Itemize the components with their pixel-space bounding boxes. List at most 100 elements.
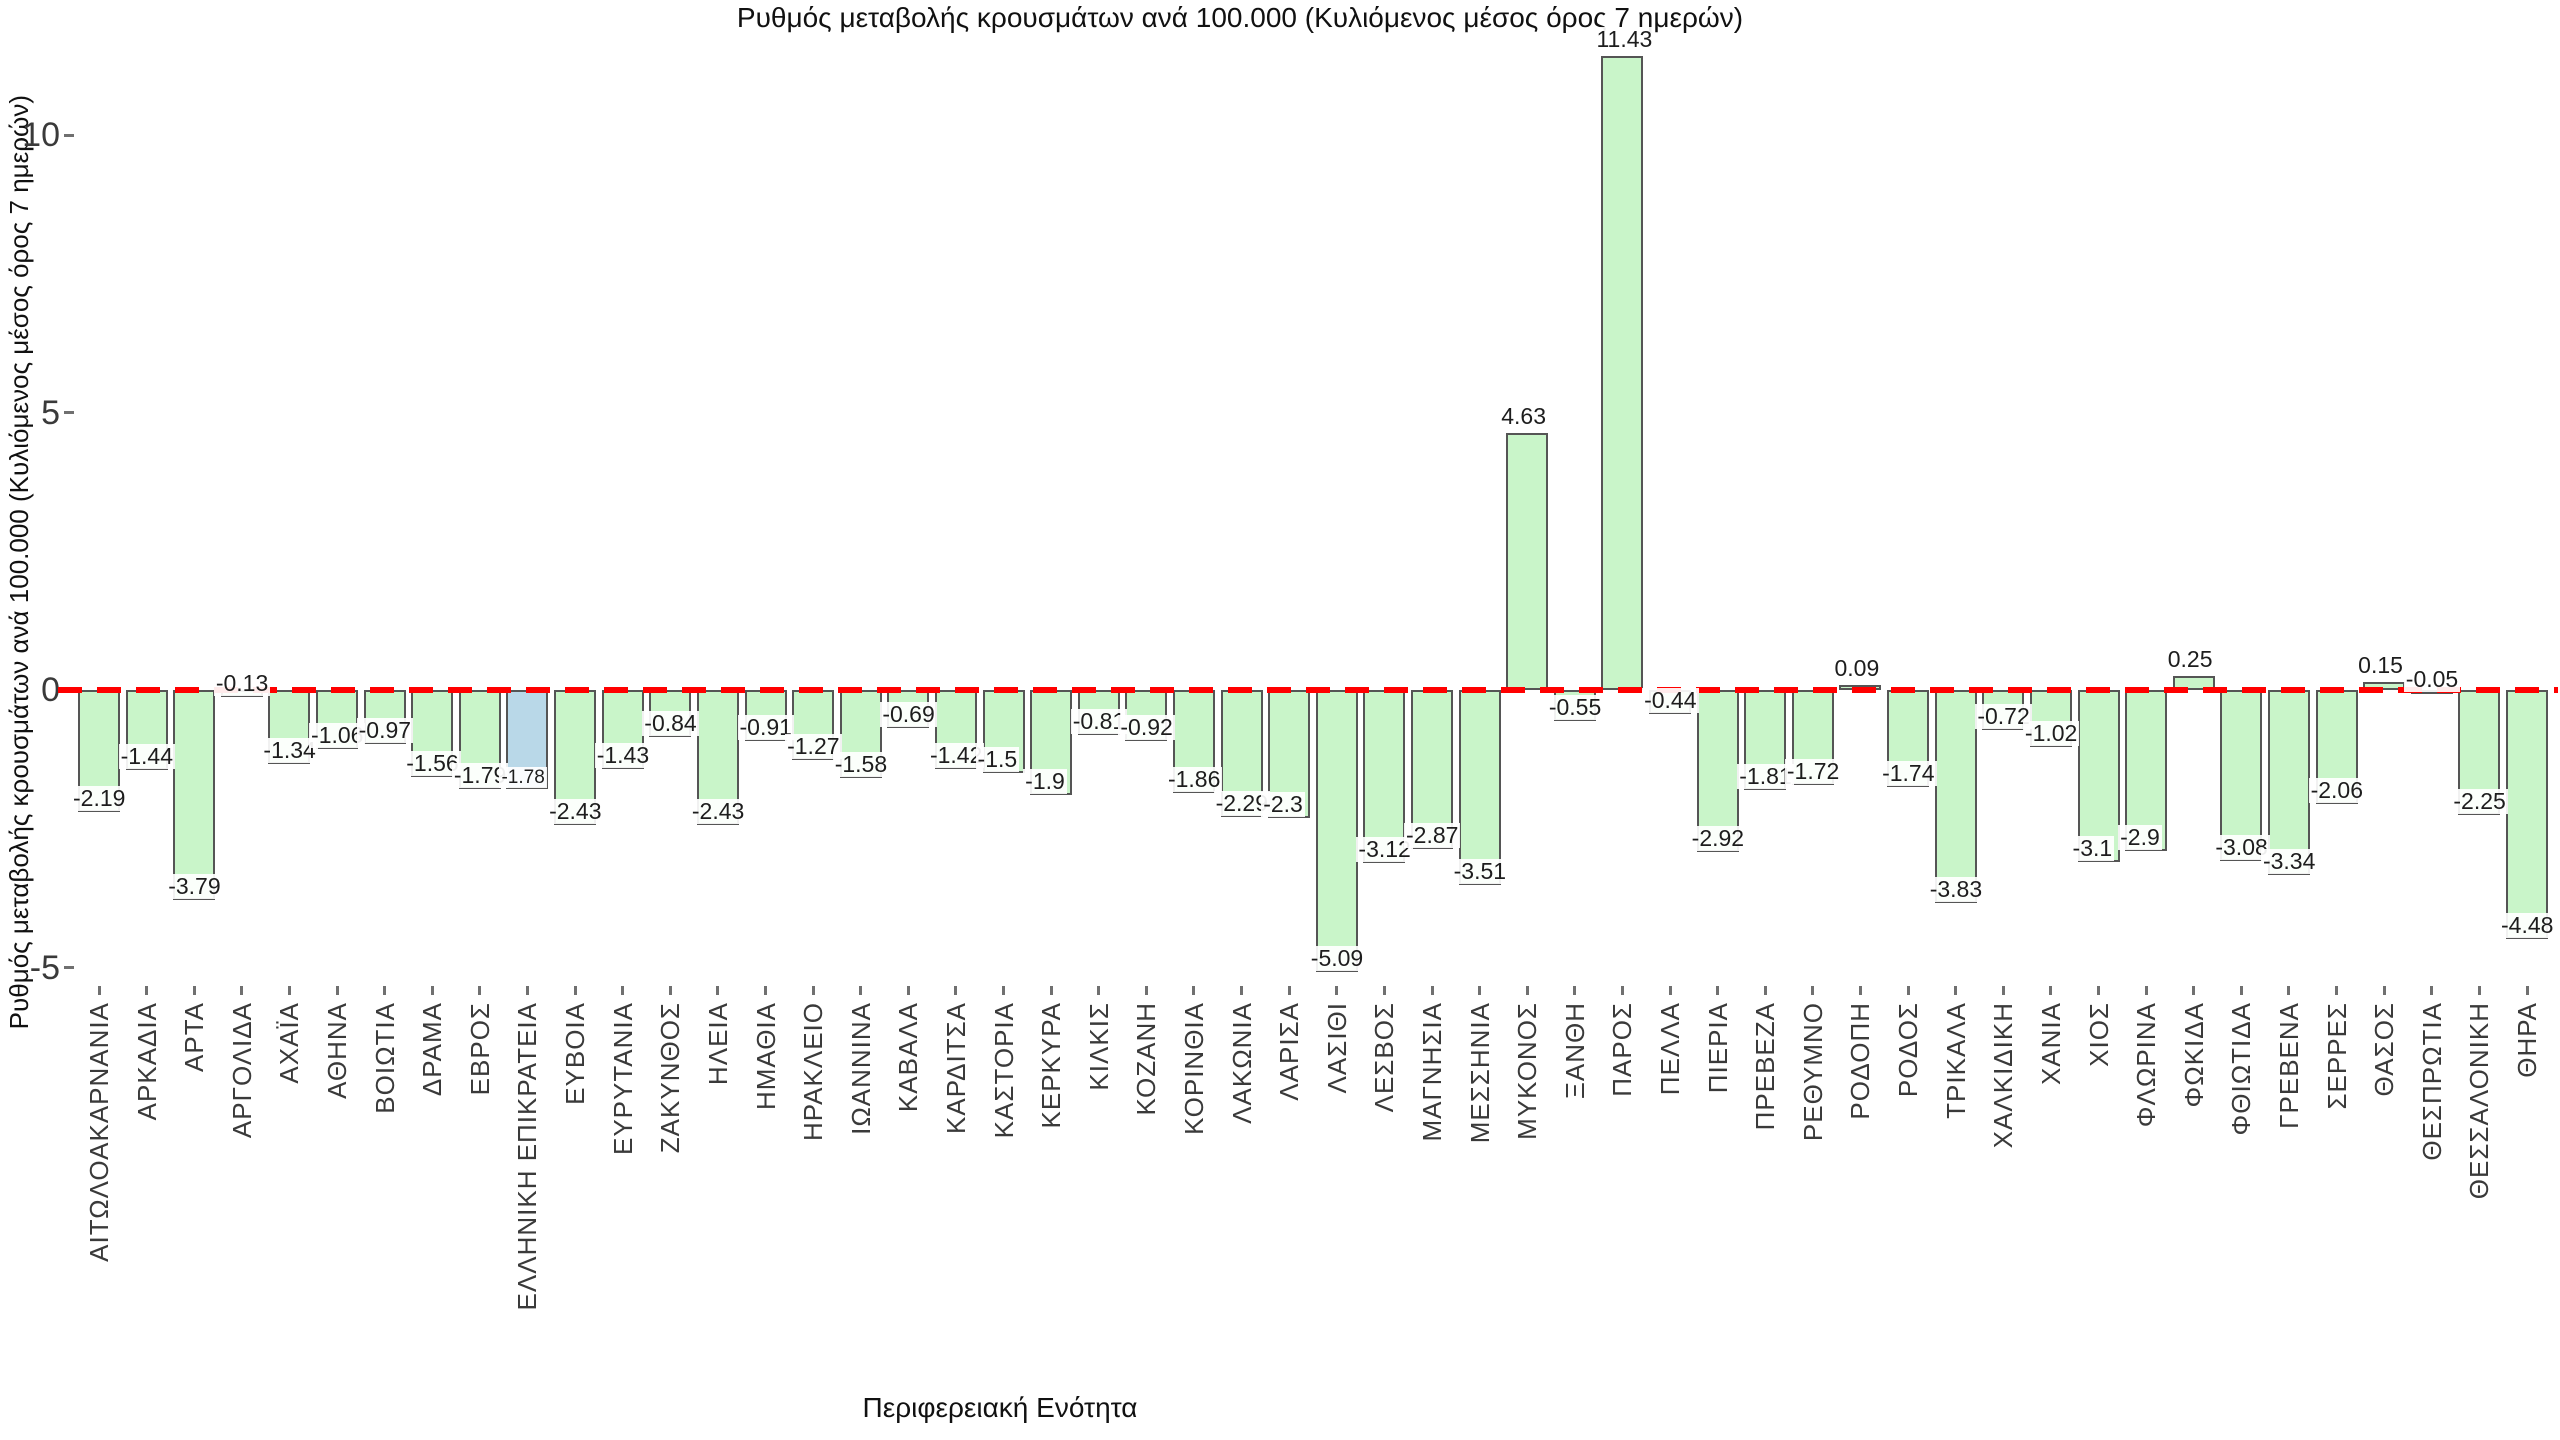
y-tick-mark bbox=[64, 133, 74, 137]
x-tick-mark bbox=[2097, 986, 2101, 995]
x-category-label: ΑΙΤΩΛΟΑΚΑΡΝΑΝΙΑ bbox=[84, 1002, 114, 1262]
x-category-label: ΦΘΙΩΤΙΔΑ bbox=[2226, 1002, 2257, 1136]
bar-value-label: -2.3 bbox=[1261, 790, 1305, 817]
y-tick-label: 0 bbox=[41, 671, 60, 709]
x-category-label: ΦΩΚΙΔΑ bbox=[2178, 1002, 2209, 1108]
x-tick-mark bbox=[2477, 986, 2481, 995]
x-tick-mark bbox=[2049, 986, 2053, 995]
bar-value-label: -1.34 bbox=[261, 737, 318, 764]
bar-value-label: -1.58 bbox=[832, 750, 890, 777]
y-tick-label: 10 bbox=[22, 116, 60, 154]
x-tick-mark bbox=[1430, 986, 1434, 995]
x-category-label: ΡΟΔΟΠΗ bbox=[1845, 1002, 1876, 1120]
x-tick-mark bbox=[2382, 986, 2386, 995]
x-tick-mark bbox=[525, 986, 529, 995]
y-tick-mark bbox=[64, 411, 74, 414]
x-category-label: ΕΥΒΟΙΑ bbox=[560, 1002, 591, 1105]
bar-value-label: -2.9 bbox=[2118, 823, 2162, 850]
x-tick-mark bbox=[2144, 986, 2148, 995]
x-category-label: ΗΛΕΙΑ bbox=[702, 1002, 733, 1086]
bar-value-label: -5.09 bbox=[1308, 945, 1366, 972]
x-tick-mark bbox=[811, 986, 815, 995]
y-axis-label: Ρυθμός μεταβολής κρουσμάτων ανά 100.000 … bbox=[4, 95, 34, 1030]
x-tick-mark bbox=[2192, 986, 2196, 995]
bar-value-label: -3.51 bbox=[1451, 857, 1509, 884]
bar-value-label: 4.63 bbox=[1499, 403, 1548, 430]
x-category-label: ΜΑΓΝΗΣΙΑ bbox=[1417, 1002, 1448, 1142]
x-category-label: ΧΑΝΙΑ bbox=[2035, 1002, 2066, 1086]
bar bbox=[1506, 433, 1549, 690]
bar-value-label: -1.27 bbox=[785, 733, 842, 760]
x-tick-mark bbox=[478, 986, 482, 995]
bar-value-label: -1.06 bbox=[309, 721, 366, 748]
x-category-label: ΡΕΘΥΜΝΟ bbox=[1797, 1002, 1828, 1142]
x-tick-mark bbox=[2430, 986, 2434, 995]
bar bbox=[1315, 690, 1358, 973]
x-category-label: ΧΙΟΣ bbox=[2083, 1002, 2114, 1067]
x-tick-mark bbox=[335, 986, 339, 995]
bar-value-label: -1.43 bbox=[594, 742, 652, 769]
x-category-label: ΕΥΡΥΤΑΝΙΑ bbox=[607, 1002, 638, 1156]
x-tick-mark bbox=[1049, 986, 1053, 995]
x-category-label: ΧΑΛΚΙΔΙΚΗ bbox=[1988, 1002, 2019, 1149]
x-tick-mark bbox=[2287, 986, 2291, 995]
x-category-label: ΘΕΣΣΑΛΟΝΙΚΗ bbox=[2464, 1002, 2495, 1200]
x-category-label: ΑΧΑΪΑ bbox=[274, 1002, 305, 1084]
x-category-label: ΠΑΡΟΣ bbox=[1607, 1002, 1638, 1097]
bar bbox=[1934, 690, 1977, 903]
x-category-label: ΚΑΒΑΛΑ bbox=[893, 1002, 924, 1113]
bar-value-label: -1.5 bbox=[975, 746, 1020, 773]
bar bbox=[1696, 690, 1739, 853]
bar bbox=[2220, 690, 2263, 861]
bar-value-label: -1.02 bbox=[2022, 719, 2080, 746]
bar-value-label: -3.79 bbox=[166, 873, 223, 900]
x-category-label: ΦΛΩΡΙΝΑ bbox=[2131, 1002, 2162, 1128]
x-category-label: ΛΕΣΒΟΣ bbox=[1369, 1002, 1400, 1113]
x-category-label: ΜΕΣΣΗΝΙΑ bbox=[1464, 1002, 1495, 1144]
bar-value-label: -1.81 bbox=[1737, 763, 1794, 790]
x-category-label: ΛΑΚΩΝΙΑ bbox=[1226, 1002, 1257, 1124]
x-category-label: ΚΕΡΚΥΡΑ bbox=[1036, 1002, 1067, 1129]
x-tick-mark bbox=[145, 986, 149, 995]
zero-baseline bbox=[58, 687, 2558, 693]
bar-value-label: -0.97 bbox=[356, 716, 414, 743]
bar-value-label: -2.92 bbox=[1689, 825, 1747, 852]
bar-value-label: -0.13 bbox=[213, 670, 271, 697]
bar-value-label: -1.78 bbox=[499, 766, 547, 788]
x-category-label: ΑΡΓΟΛΙΔΑ bbox=[226, 1002, 257, 1139]
bar-value-label: -1.56 bbox=[404, 749, 461, 776]
x-tick-mark bbox=[1906, 986, 1910, 995]
x-category-label: ΚΑΣΤΟΡΙΑ bbox=[988, 1002, 1019, 1139]
bar bbox=[2506, 690, 2548, 939]
x-category-label: ΙΩΑΝΝΙΝΑ bbox=[845, 1002, 876, 1135]
x-category-label: ΚΟΖΑΝΗ bbox=[1131, 1002, 1162, 1116]
x-tick-mark bbox=[1002, 986, 1006, 995]
x-tick-mark bbox=[430, 986, 434, 995]
bar-value-label: -0.44 bbox=[1642, 687, 1699, 714]
x-category-label: ΠΡΕΒΕΖΑ bbox=[1750, 1002, 1781, 1131]
bar-value-label: -2.25 bbox=[2451, 787, 2508, 814]
x-category-label: ΕΒΡΟΣ bbox=[464, 1002, 495, 1096]
bar bbox=[1601, 55, 1644, 690]
bar-value-label: -1.72 bbox=[1784, 758, 1842, 785]
x-tick-mark bbox=[2001, 986, 2005, 995]
bar-value-label: -3.34 bbox=[2260, 848, 2318, 875]
x-tick-mark bbox=[1763, 986, 1767, 995]
x-tick-mark bbox=[1144, 986, 1148, 995]
x-category-label: ΤΡΙΚΑΛΑ bbox=[1940, 1002, 1971, 1119]
x-category-label: ΔΡΑΜΑ bbox=[417, 1002, 448, 1097]
x-category-label: ΗΡΑΚΛΕΙΟ bbox=[798, 1002, 829, 1142]
x-category-label: ΕΛΛΗΝΙΚΗ ΕΠΙΚΡΑΤΕΙΑ bbox=[512, 1002, 543, 1311]
x-category-label: ΘΑΣΟΣ bbox=[2369, 1002, 2400, 1097]
x-category-label: ΡΟΔΟΣ bbox=[1893, 1002, 1924, 1098]
y-tick-label: 5 bbox=[41, 393, 60, 432]
bar-value-label: -2.43 bbox=[547, 797, 604, 824]
x-tick-mark bbox=[716, 986, 720, 995]
bar-value-label: -1.44 bbox=[118, 742, 176, 769]
x-tick-mark bbox=[1811, 986, 1815, 995]
bar-value-label: -2.87 bbox=[1404, 822, 1461, 849]
bar-value-label: -0.84 bbox=[642, 709, 699, 736]
bar-value-label: -2.43 bbox=[689, 797, 747, 824]
x-tick-mark bbox=[1240, 986, 1244, 995]
x-category-label: ΚΟΡΙΝΘΙΑ bbox=[1178, 1002, 1209, 1135]
